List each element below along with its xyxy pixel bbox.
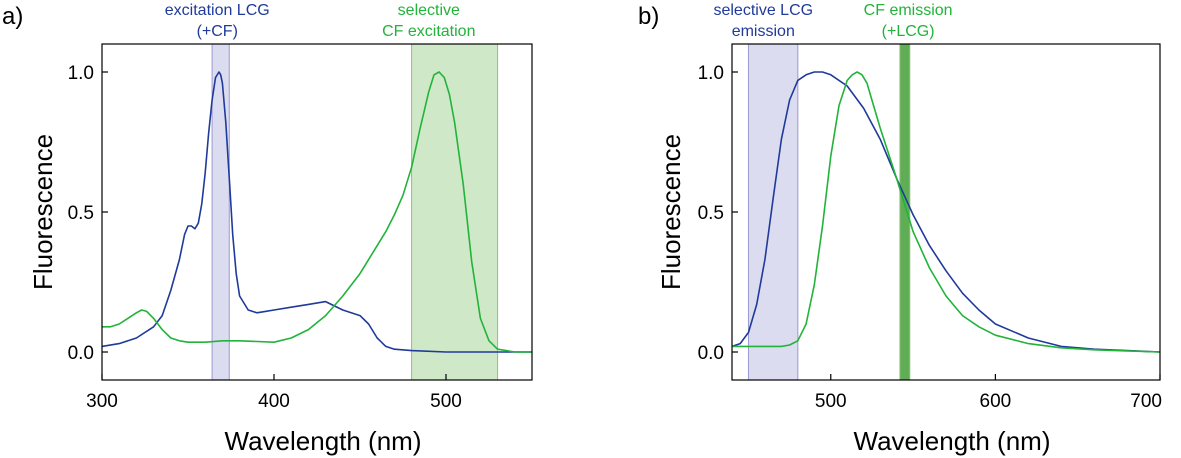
x-tick-label: 500	[815, 391, 847, 412]
cf-excitation-band-label-0: selective	[398, 2, 460, 19]
y-axis-title: Fluorescence	[28, 134, 58, 290]
excitation-lcg-band	[211, 43, 230, 381]
cf-emission-band-label-0: CF emission	[864, 2, 953, 19]
x-axis-title: Wavelength (nm)	[854, 426, 1051, 456]
cf-emission-band	[899, 43, 911, 381]
cf-emission-band-label-1: (+LCG)	[882, 23, 935, 40]
y-axis-title: Fluorescence	[656, 134, 686, 290]
x-axis-title: Wavelength (nm)	[225, 426, 422, 456]
cf-excitation-band-label-1: CF excitation	[382, 23, 475, 40]
series-line-cf-excitation	[102, 71, 532, 353]
series-line-lcg-emission	[731, 71, 1161, 353]
panel-a: excitation LCG (+CF) selective CF excitatio…	[2, 2, 533, 456]
excitation-lcg-band-label-1: (+CF)	[197, 23, 238, 40]
y-tick-label: 0.5	[698, 203, 724, 224]
x-tick-label: 500	[430, 391, 462, 412]
lcg-emission-band-label-1: emission	[732, 23, 795, 40]
x-tick-label: 600	[980, 391, 1012, 412]
excitation-lcg-band-label-0: excitation LCG	[165, 2, 270, 19]
y-tick-label: 0.5	[68, 203, 94, 224]
panel-label: b)	[638, 3, 659, 30]
panel-b: selective LCG emission CF emission (+LCG) 50…	[638, 2, 1162, 456]
y-tick-label: 0.0	[698, 343, 724, 364]
x-tick-label: 700	[1130, 391, 1162, 412]
y-tick-label: 0.0	[68, 343, 94, 364]
y-tick-label: 1.0	[698, 63, 724, 84]
panel-label: a)	[2, 3, 23, 30]
x-tick-label: 300	[86, 391, 118, 412]
series-line-cf-emission	[732, 71, 1161, 353]
series-line-lcg-excitation	[101, 71, 532, 353]
x-tick-label: 400	[258, 391, 290, 412]
y-tick-label: 1.0	[68, 63, 94, 84]
lcg-emission-band-label-0: selective LCG	[713, 2, 813, 19]
lcg-emission-band	[747, 43, 799, 381]
